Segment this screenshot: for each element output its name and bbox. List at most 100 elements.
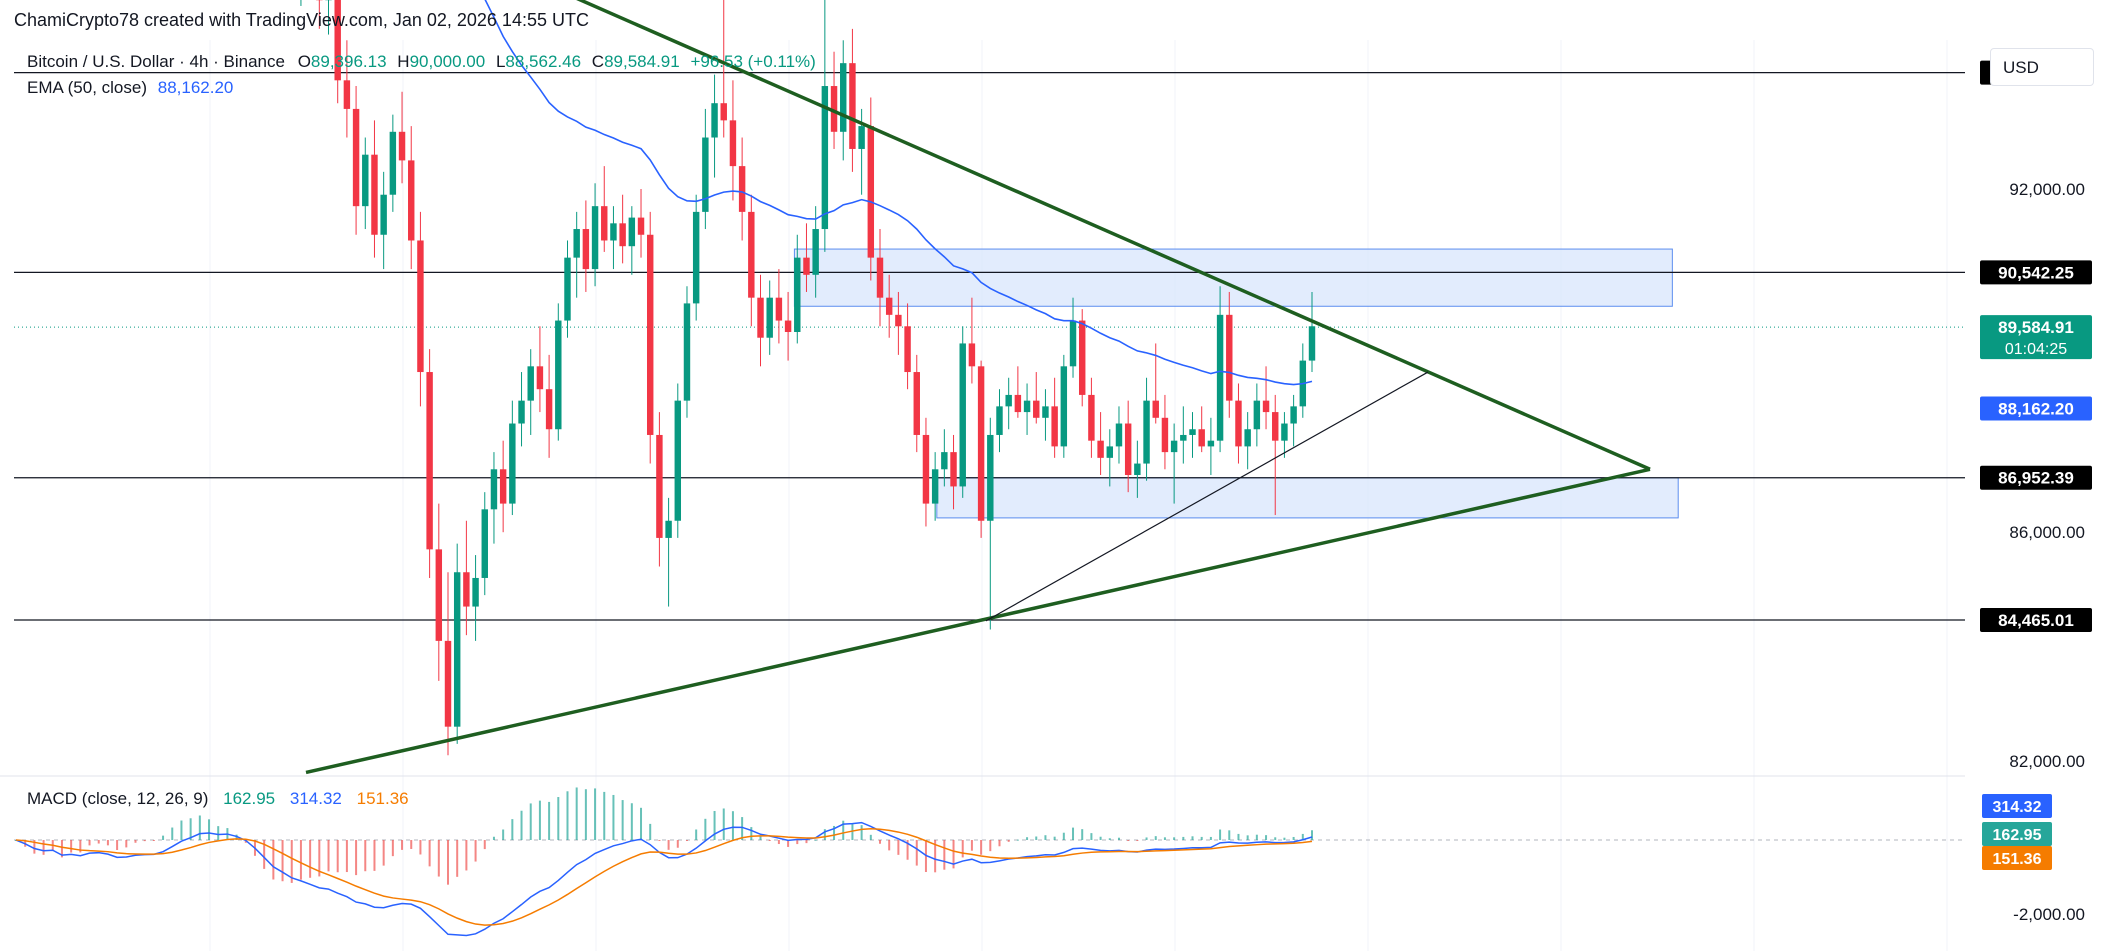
ohlc-change: +96.53 (+0.11%) bbox=[690, 52, 816, 71]
candle-body bbox=[1097, 440, 1104, 458]
candle-body bbox=[1124, 423, 1132, 475]
candle bbox=[1152, 343, 1159, 424]
macd-hist-bar bbox=[327, 840, 330, 872]
macd-hist-bar bbox=[79, 840, 82, 853]
candle-body bbox=[334, 0, 341, 81]
candle bbox=[959, 326, 966, 498]
candle bbox=[573, 211, 580, 298]
macd-hist-bar bbox=[152, 840, 155, 841]
macd-hist-bar bbox=[943, 840, 946, 870]
candle bbox=[1097, 412, 1104, 475]
macd-hist-bar bbox=[1053, 836, 1056, 840]
macd-hist-bar bbox=[502, 829, 505, 840]
price-axis: 104,000.00102,000.0098,000.0096,000.0092… bbox=[2009, 180, 2085, 771]
macd-hist-bar bbox=[272, 840, 275, 880]
candle-body bbox=[426, 372, 433, 550]
macd-line bbox=[15, 821, 1313, 937]
candle bbox=[1078, 309, 1086, 407]
candle bbox=[784, 291, 792, 361]
macd-hist-bar bbox=[814, 839, 817, 841]
candle-body bbox=[1106, 446, 1114, 458]
candle-body bbox=[444, 640, 452, 727]
candle-body bbox=[601, 206, 608, 241]
candle bbox=[646, 211, 654, 464]
macd-hist-bar bbox=[1163, 837, 1166, 840]
candle bbox=[555, 303, 562, 441]
macd-hist-bar bbox=[952, 840, 955, 869]
macd-tag-bg bbox=[1982, 822, 2052, 846]
candle bbox=[619, 194, 626, 264]
level-tag-4-text: 84,465.01 bbox=[1998, 611, 2074, 630]
candle-body bbox=[1198, 429, 1205, 447]
macd-hist-bar bbox=[980, 840, 983, 855]
candle bbox=[536, 326, 544, 413]
macd-hist-bar bbox=[1099, 836, 1102, 840]
macd-hist-bar bbox=[1265, 835, 1268, 840]
candle bbox=[472, 555, 479, 641]
macd-hist-bar bbox=[649, 823, 652, 840]
level-tag-3-text: 86,952.39 bbox=[1998, 469, 2074, 488]
ohlc-low: 88,562.46 bbox=[505, 52, 582, 71]
macd-y-tick: -2,000.00 bbox=[2013, 905, 2085, 924]
last-price-tag-text: 89,584.91 bbox=[1998, 318, 2074, 337]
candle bbox=[380, 171, 387, 270]
macd-hist-bar bbox=[961, 840, 964, 858]
candle bbox=[343, 40, 351, 138]
candle bbox=[1106, 429, 1114, 487]
macd-hist-bar bbox=[915, 840, 918, 866]
candle bbox=[1253, 383, 1261, 447]
candle bbox=[408, 126, 415, 270]
candle bbox=[913, 354, 920, 453]
macd-hist-bar bbox=[290, 840, 293, 883]
candle-body bbox=[1281, 423, 1288, 441]
macd-hist-bar bbox=[557, 797, 560, 840]
y-tick-label: 86,000.00 bbox=[2009, 523, 2085, 542]
candle-body bbox=[692, 211, 700, 304]
candle bbox=[876, 229, 884, 327]
candle bbox=[812, 206, 819, 298]
candle bbox=[683, 286, 691, 418]
candle bbox=[582, 200, 590, 292]
macd-hist-bar bbox=[695, 829, 698, 840]
candle bbox=[453, 543, 461, 744]
level-tag-4: 84,465.01 bbox=[1980, 608, 2092, 633]
candle-body bbox=[711, 103, 718, 138]
macd-hist-bar bbox=[768, 840, 771, 841]
candle-body bbox=[977, 366, 985, 521]
candle-body bbox=[573, 229, 580, 258]
candle bbox=[950, 434, 957, 510]
candle-body bbox=[1161, 417, 1169, 453]
candle-body bbox=[840, 63, 847, 132]
candle-body bbox=[1308, 326, 1316, 361]
candle-body bbox=[380, 194, 387, 235]
candle bbox=[637, 189, 645, 258]
candle-body bbox=[1216, 314, 1224, 441]
macd-hist-bar bbox=[143, 840, 146, 842]
macd-hist-bar bbox=[612, 794, 615, 840]
macd-hist-bar bbox=[1311, 830, 1313, 840]
ema-line bbox=[484, 0, 1313, 386]
macd-hist-bar bbox=[1117, 837, 1120, 840]
candle bbox=[527, 349, 534, 435]
macd-hist-bar bbox=[401, 840, 404, 850]
candle-body bbox=[389, 131, 397, 195]
currency-button[interactable]: USD bbox=[1990, 48, 2094, 86]
candle bbox=[490, 452, 498, 544]
macd-hist-bar bbox=[97, 840, 100, 844]
macd-hist-bar bbox=[667, 840, 670, 850]
candle bbox=[628, 206, 636, 275]
macd-hist-bar bbox=[373, 840, 376, 871]
candle-body bbox=[821, 86, 829, 230]
macd-hist-bar bbox=[1219, 829, 1222, 840]
macd-hist-bar bbox=[60, 840, 63, 858]
candle-body bbox=[1069, 320, 1077, 367]
candle-body bbox=[481, 509, 488, 578]
candle bbox=[996, 389, 1003, 453]
candle bbox=[1051, 377, 1058, 458]
candle-body bbox=[417, 240, 424, 373]
candle bbox=[1262, 366, 1270, 430]
candle bbox=[591, 183, 599, 287]
macd-hist-bar bbox=[1246, 835, 1249, 840]
candle bbox=[601, 166, 608, 252]
macd-hist-bar bbox=[1209, 836, 1212, 840]
